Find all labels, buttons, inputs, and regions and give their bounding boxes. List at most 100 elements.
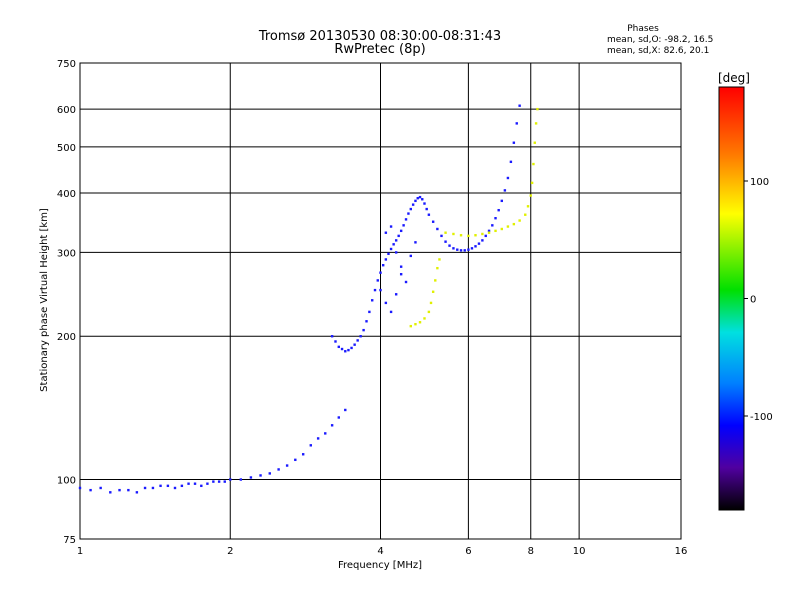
- data-point: [394, 251, 398, 254]
- y-tick-label: 500: [57, 143, 76, 154]
- data-point: [173, 486, 177, 490]
- data-point: [409, 324, 412, 328]
- data-point: [206, 482, 209, 485]
- data-point: [434, 279, 437, 282]
- data-point: [249, 476, 253, 479]
- data-point: [491, 224, 494, 227]
- data-point: [494, 217, 497, 220]
- data-point: [118, 488, 121, 492]
- data-point: [212, 480, 215, 483]
- data-point: [389, 247, 393, 251]
- data-point: [418, 321, 422, 324]
- data-point: [421, 198, 424, 201]
- data-point: [470, 247, 474, 250]
- data-point: [529, 194, 532, 197]
- data-point: [444, 240, 447, 243]
- data-point: [337, 416, 341, 419]
- data-point: [425, 207, 428, 211]
- data-point: [399, 229, 403, 233]
- data-point: [180, 484, 184, 488]
- data-point: [330, 424, 334, 427]
- data-point: [452, 232, 455, 236]
- data-point: [127, 488, 130, 492]
- data-point: [534, 122, 538, 125]
- data-point: [397, 234, 400, 238]
- data-point: [524, 213, 527, 216]
- data-point: [438, 258, 441, 261]
- data-point: [518, 219, 521, 222]
- data-point: [494, 229, 497, 233]
- data-point: [536, 107, 539, 111]
- data-point: [384, 301, 388, 305]
- annotation-heading: Phases: [627, 24, 659, 34]
- data-point: [316, 437, 320, 440]
- data-point: [456, 248, 459, 251]
- data-point: [200, 484, 203, 488]
- chart-subtitle: RwPretec (8p): [334, 42, 425, 57]
- data-point: [379, 288, 382, 292]
- data-point: [409, 207, 412, 211]
- data-point: [353, 343, 356, 346]
- colorbar: [718, 86, 745, 511]
- data-point: [506, 225, 510, 228]
- x-tick-label: 10: [573, 546, 586, 557]
- data-point: [404, 218, 408, 221]
- data-point: [423, 317, 426, 320]
- data-point: [347, 348, 350, 352]
- data-point: [151, 486, 155, 490]
- data-point: [344, 350, 347, 353]
- data-point: [497, 208, 500, 212]
- data-point: [436, 266, 439, 270]
- data-point: [324, 432, 327, 435]
- data-point: [407, 212, 410, 215]
- data-point: [431, 220, 435, 223]
- data-point: [414, 322, 417, 326]
- data-point: [533, 141, 536, 144]
- data-point: [166, 484, 170, 488]
- data-point: [268, 472, 271, 475]
- data-point: [389, 310, 393, 314]
- data-point: [223, 480, 226, 483]
- y-axis-label: Stationary phase Virtual Height [km]: [39, 208, 50, 392]
- data-point: [99, 486, 102, 490]
- data-point: [515, 122, 518, 125]
- data-point: [414, 241, 417, 244]
- data-point: [362, 328, 365, 332]
- data-point: [404, 280, 408, 284]
- data-point: [467, 248, 470, 251]
- data-point: [459, 234, 463, 237]
- y-tick-label: 100: [57, 476, 76, 487]
- data-point: [402, 224, 405, 227]
- data-point: [337, 345, 341, 349]
- data-point: [474, 245, 477, 248]
- data-point: [399, 265, 403, 268]
- grid-lines: [80, 63, 681, 539]
- data-point: [444, 231, 447, 234]
- data-point: [436, 227, 439, 231]
- data-point: [487, 229, 491, 233]
- colorbar-label: [deg]: [718, 71, 750, 85]
- data-point: [503, 189, 507, 192]
- x-tick-label: 1: [77, 546, 83, 557]
- data-point: [143, 486, 147, 490]
- data-point: [89, 488, 92, 492]
- data-point: [368, 310, 371, 314]
- data-point: [356, 339, 359, 342]
- data-point: [373, 288, 377, 292]
- data-point: [481, 232, 484, 236]
- data-point: [384, 231, 388, 234]
- y-tick-label: 600: [57, 105, 76, 116]
- data-point: [452, 247, 455, 250]
- data-point: [371, 299, 374, 302]
- data-point: [359, 335, 362, 338]
- data-point: [459, 249, 463, 252]
- data-point: [193, 482, 197, 485]
- data-point: [301, 453, 305, 456]
- data-point: [474, 234, 477, 237]
- x-tick-labels: 1 2 4 6 8 10 16: [77, 546, 688, 557]
- data-point: [394, 293, 398, 296]
- data-point: [512, 141, 516, 144]
- data-point: [78, 486, 82, 490]
- annotation-x-stats: mean, sd,X: 82.6, 20.1: [607, 46, 709, 56]
